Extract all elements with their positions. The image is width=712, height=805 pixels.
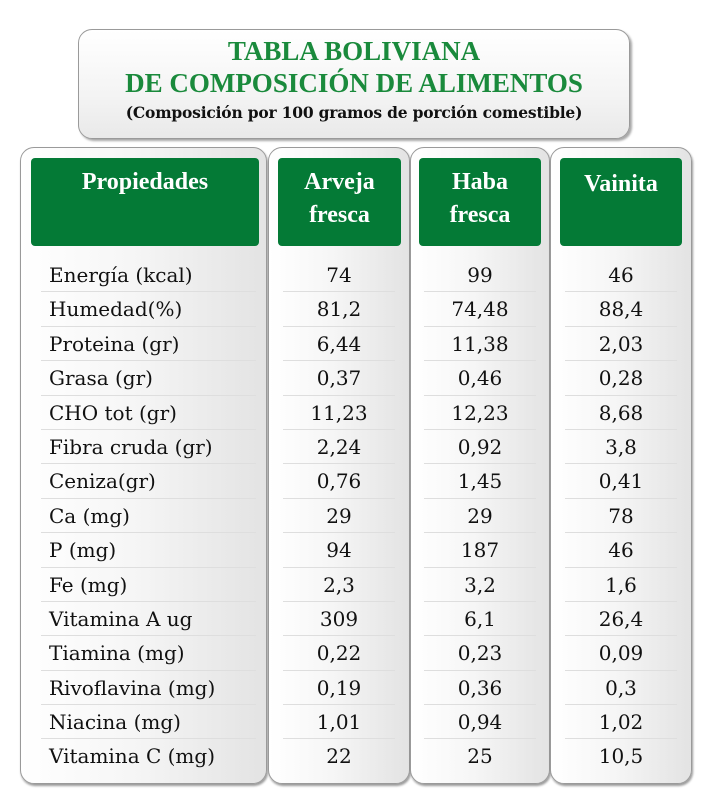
title-line-2: DE COMPOSICIÓN DE ALIMENTOS xyxy=(125,68,583,98)
header-vainita: Vainita xyxy=(560,158,682,246)
haba-fresca-values: 99 74,48 11,38 0,46 12,23 0,92 1,45 29 187 3,2 6,1… xyxy=(411,258,549,774)
table-cell: 1,01 xyxy=(283,705,395,740)
haba-fresca-column: Haba fresca 99 74,48 11,38 0,46 12,23 0,92 1,4… xyxy=(410,147,550,784)
table-cell: 0,36 xyxy=(424,671,536,706)
table-cell: 46 xyxy=(565,258,677,293)
table-cell: 26,4 xyxy=(565,602,677,637)
table-cell: 1,02 xyxy=(565,705,677,740)
table-cell: 2,03 xyxy=(565,327,677,362)
arveja-fresca-column: Arveja fresca 74 81,2 6,44 0,37 11,23 2,24 0,7… xyxy=(268,147,410,784)
table-cell: 10,5 xyxy=(598,744,644,769)
table-cell: 0,41 xyxy=(565,464,677,499)
property-label: Ca (mg) xyxy=(41,499,256,534)
property-label: Fibra cruda (gr) xyxy=(41,430,256,465)
property-label: Ceniza(gr) xyxy=(41,464,256,499)
property-label: Grasa (gr) xyxy=(41,361,256,396)
table-cell: 1,6 xyxy=(565,568,677,602)
subtitle: (Composición por 100 gramos de porción c… xyxy=(125,103,583,122)
table-cell: 3,2 xyxy=(424,568,536,602)
table-cell: 1,45 xyxy=(424,464,536,499)
header-propiedades: Propiedades xyxy=(31,158,259,246)
table-cell: 2,3 xyxy=(283,568,395,602)
table-cell: 0,22 xyxy=(283,636,395,671)
table-cell: 74 xyxy=(283,258,395,293)
table-cell: 0,92 xyxy=(424,430,536,465)
property-label: Vitamina A ug xyxy=(41,602,256,637)
table-cell: 81,2 xyxy=(283,292,395,327)
property-label: Proteina (gr) xyxy=(41,327,256,362)
table-cell: 3,8 xyxy=(565,430,677,465)
table-cell: 0,46 xyxy=(424,361,536,396)
table-cell: 25 xyxy=(467,744,493,769)
table-cell: 46 xyxy=(565,533,677,568)
property-label: Tiamina (mg) xyxy=(41,636,256,671)
title-box: TABLA BOLIVIANA DE COMPOSICIÓN DE ALIMEN… xyxy=(78,29,630,139)
property-label: Fe (mg) xyxy=(41,568,256,602)
property-label: Niacina (mg) xyxy=(41,705,256,740)
table-cell: 0,23 xyxy=(424,636,536,671)
property-label: Rivoflavina (mg) xyxy=(41,671,256,706)
table-cell: 0,37 xyxy=(283,361,395,396)
property-label: Humedad(%) xyxy=(41,292,256,327)
table-cell: 29 xyxy=(283,499,395,534)
header-arveja-fresca: Arveja fresca xyxy=(278,158,401,246)
title-line-1: TABLA BOLIVIANA xyxy=(227,36,481,66)
property-label: CHO tot (gr) xyxy=(41,396,256,430)
table-cell: 78 xyxy=(565,499,677,534)
table-cell: 11,38 xyxy=(424,327,536,362)
table-cell: 0,09 xyxy=(565,636,677,671)
table-cell: 12,23 xyxy=(424,396,536,430)
property-label: P (mg) xyxy=(41,533,256,568)
table-cell: 99 xyxy=(424,258,536,293)
header-haba-fresca: Haba fresca xyxy=(419,158,541,246)
table-cell: 6,1 xyxy=(424,602,536,637)
property-label: Vitamina C (mg) xyxy=(49,744,216,769)
table-cell: 309 xyxy=(283,602,395,637)
table-cell: 0,3 xyxy=(565,671,677,706)
table-cell: 6,44 xyxy=(283,327,395,362)
table-cell: 2,24 xyxy=(283,430,395,465)
table-cell: 0,76 xyxy=(283,464,395,499)
properties-list: Energía (kcal) Humedad(%) Proteina (gr) Gra… xyxy=(21,258,266,774)
vainita-values: 46 88,4 2,03 0,28 8,68 3,8 0,41 78 46 1,6 26,4 0,09… xyxy=(551,258,691,774)
arveja-fresca-values: 74 81,2 6,44 0,37 11,23 2,24 0,76 29 94 2,3 309 0,2… xyxy=(269,258,409,774)
table-cell: 88,4 xyxy=(565,292,677,327)
table-cell: 22 xyxy=(326,744,352,769)
property-label: Energía (kcal) xyxy=(41,258,256,293)
table-cell: 11,23 xyxy=(283,396,395,430)
properties-column: Propiedades Energía (kcal) Humedad(%) Prot… xyxy=(20,147,267,784)
table-cell: 74,48 xyxy=(424,292,536,327)
table-cell: 0,19 xyxy=(283,671,395,706)
vainita-column: Vainita 46 88,4 2,03 0,28 8,68 3,8 0,41 78 46 1,6… xyxy=(550,147,692,784)
table-cell: 94 xyxy=(283,533,395,568)
table-cell: 187 xyxy=(424,533,536,568)
table-cell: 0,94 xyxy=(424,705,536,740)
table-cell: 0,28 xyxy=(565,361,677,396)
table-cell: 29 xyxy=(424,499,536,534)
table-cell: 8,68 xyxy=(565,396,677,430)
